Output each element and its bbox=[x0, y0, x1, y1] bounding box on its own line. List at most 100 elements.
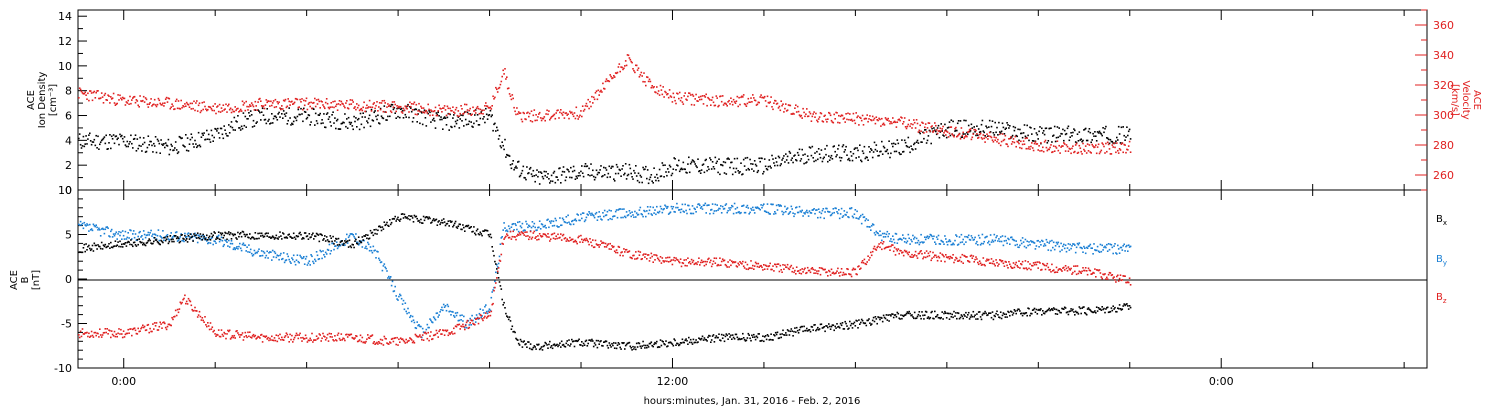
bx-point bbox=[196, 232, 199, 234]
density-point bbox=[682, 161, 685, 164]
density-point bbox=[631, 176, 633, 178]
bz-point bbox=[467, 327, 470, 330]
bz-point bbox=[150, 330, 152, 333]
density-point bbox=[170, 143, 172, 146]
bz-point bbox=[567, 239, 569, 242]
density-point bbox=[145, 150, 148, 153]
bz-point bbox=[803, 268, 805, 271]
density-point bbox=[970, 123, 973, 126]
bz-point bbox=[230, 336, 233, 339]
velocity-point bbox=[899, 119, 901, 122]
bx-point bbox=[239, 233, 241, 235]
by-point bbox=[885, 233, 888, 236]
velocity-point bbox=[130, 102, 132, 105]
by-point bbox=[650, 213, 653, 215]
by-point bbox=[714, 203, 717, 206]
bz-point bbox=[297, 337, 300, 340]
density-point bbox=[977, 134, 979, 137]
density-point bbox=[408, 116, 410, 119]
bz-point bbox=[318, 333, 321, 335]
density-point bbox=[195, 143, 197, 145]
by-point bbox=[205, 236, 207, 239]
velocity-point bbox=[1055, 147, 1058, 149]
bz-point bbox=[195, 310, 197, 312]
velocity-point bbox=[640, 71, 643, 74]
by-point bbox=[548, 226, 550, 229]
by-point bbox=[179, 236, 182, 238]
bz-point bbox=[1121, 279, 1124, 281]
bz-point bbox=[893, 246, 896, 249]
by-point bbox=[148, 234, 150, 236]
bz-point bbox=[376, 341, 378, 344]
bz-point bbox=[120, 328, 122, 331]
bx-point bbox=[254, 232, 257, 234]
by-point bbox=[1072, 243, 1074, 245]
bx-point bbox=[90, 248, 93, 250]
density-point bbox=[988, 119, 991, 122]
by-point bbox=[665, 205, 667, 208]
velocity-point bbox=[917, 131, 920, 133]
velocity-point bbox=[681, 101, 684, 103]
velocity-point bbox=[429, 114, 431, 117]
density-point bbox=[349, 123, 352, 125]
bz-point bbox=[442, 329, 445, 332]
density-point bbox=[999, 131, 1001, 133]
velocity-point bbox=[216, 106, 218, 108]
density-point bbox=[809, 147, 812, 149]
bz-point bbox=[1032, 262, 1035, 264]
bz-point bbox=[744, 261, 747, 264]
bz-point bbox=[1049, 268, 1051, 271]
bz-point bbox=[636, 257, 639, 259]
by-point bbox=[304, 258, 307, 260]
by-point bbox=[870, 229, 872, 231]
by-point bbox=[700, 206, 703, 208]
bx-point bbox=[288, 233, 290, 236]
bx-point bbox=[186, 241, 189, 243]
bz-point bbox=[421, 338, 423, 341]
velocity-point bbox=[306, 108, 309, 111]
density-point bbox=[640, 176, 643, 178]
velocity-point bbox=[135, 99, 138, 101]
velocity-point bbox=[225, 103, 227, 106]
bz-point bbox=[824, 268, 826, 271]
bz-point bbox=[773, 270, 775, 272]
density-point bbox=[1017, 128, 1019, 131]
bz-point bbox=[1012, 262, 1015, 264]
density-point bbox=[720, 163, 722, 166]
bz-point bbox=[1089, 269, 1092, 272]
density-point bbox=[939, 131, 942, 133]
velocity-point bbox=[279, 107, 281, 109]
by-point bbox=[370, 249, 373, 252]
velocity-point bbox=[834, 118, 836, 120]
density-point bbox=[312, 107, 314, 110]
density-point bbox=[345, 125, 347, 128]
density-point bbox=[255, 122, 257, 124]
bz-point bbox=[819, 273, 822, 276]
bz-point bbox=[490, 310, 493, 313]
bz-point bbox=[174, 315, 176, 318]
density-point bbox=[550, 174, 553, 177]
bz-point bbox=[955, 256, 957, 259]
velocity-point bbox=[898, 118, 900, 121]
by-point bbox=[364, 247, 366, 249]
density-point bbox=[1059, 135, 1061, 137]
bz-point bbox=[938, 256, 941, 259]
by-point bbox=[980, 242, 983, 245]
by-point bbox=[361, 246, 364, 248]
bz-point bbox=[404, 342, 407, 344]
bz-point bbox=[242, 339, 245, 341]
by-point bbox=[645, 215, 647, 218]
bz-point bbox=[806, 266, 809, 269]
velocity-point bbox=[343, 105, 345, 107]
by-point bbox=[1089, 243, 1092, 246]
by-point bbox=[720, 205, 722, 207]
by-point bbox=[383, 263, 386, 265]
by-point bbox=[902, 237, 905, 239]
bz-point bbox=[910, 256, 912, 258]
density-point bbox=[303, 107, 305, 110]
bz-point bbox=[316, 338, 319, 340]
by-point bbox=[318, 258, 321, 260]
density-point bbox=[326, 112, 329, 114]
bz-point bbox=[282, 338, 284, 341]
by-point bbox=[180, 233, 182, 235]
